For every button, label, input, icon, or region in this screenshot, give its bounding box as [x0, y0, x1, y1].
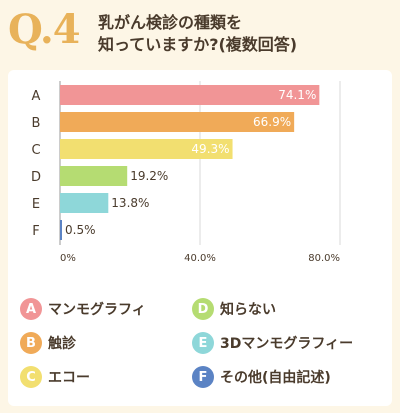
category-label-e: E — [32, 197, 40, 212]
legend-item-b: B 触診 — [20, 330, 76, 356]
chart-panel: A 74.1% B 66.9% C 49.3% D 19.2% E 13.8% F 0.5% 0% 40.… — [8, 70, 392, 406]
bar-e — [60, 193, 109, 213]
legend-label-c: エコー — [48, 370, 90, 386]
legend-item-f: F その他(自由記述) — [192, 364, 331, 390]
legend-badge-f: F — [192, 366, 214, 388]
question-text: 乳がん検診の種類を 知っていますか?(複数回答) — [98, 12, 394, 56]
value-label-f: 0.5% — [65, 223, 96, 237]
bar-b — [60, 112, 295, 132]
legend-item-d: D 知らない — [192, 296, 276, 322]
legend-badge-a: A — [20, 298, 42, 320]
value-label-e: 13.8% — [111, 196, 149, 210]
value-label-c: 49.3% — [191, 142, 229, 156]
bar-c — [60, 139, 233, 159]
question-number: Q.4 — [8, 6, 81, 53]
bar-a — [60, 85, 320, 105]
legend-badge-e: E — [192, 332, 214, 354]
category-label-b: B — [32, 116, 41, 131]
question-line-2: 知っていますか?(複数回答) — [98, 35, 298, 54]
legend: A マンモグラフィ B 触診 C エコー D 知らない E 3Dマンモグラフィー… — [20, 290, 384, 400]
legend-item-c: C エコー — [20, 364, 90, 390]
legend-label-f: その他(自由記述) — [220, 370, 331, 386]
category-label-c: C — [31, 143, 40, 158]
value-label-d: 19.2% — [130, 169, 168, 183]
value-label-a: 74.1% — [278, 88, 316, 102]
tick-label-1: 40.0% — [184, 253, 216, 264]
legend-label-d: 知らない — [220, 302, 276, 318]
header: Q.4 乳がん検診の種類を 知っていますか?(複数回答) — [0, 0, 400, 62]
legend-label-e: 3Dマンモグラフィー — [220, 336, 354, 352]
category-label-d: D — [31, 170, 41, 185]
category-label-a: A — [32, 89, 41, 104]
legend-item-e: E 3Dマンモグラフィー — [192, 330, 353, 356]
legend-badge-d: D — [192, 298, 214, 320]
tick-label-2: 80.0% — [308, 253, 340, 264]
legend-label-a: マンモグラフィ — [48, 302, 146, 318]
bar-d — [60, 166, 128, 186]
category-label-f: F — [32, 224, 39, 239]
tick-label-0: 0% — [60, 253, 76, 264]
bar-f — [60, 220, 62, 240]
value-label-b: 66.9% — [253, 115, 291, 129]
legend-item-a: A マンモグラフィ — [20, 296, 146, 322]
bar-chart: A 74.1% B 66.9% C 49.3% D 19.2% E 13.8% F 0.5% 0% 40.… — [31, 81, 341, 264]
legend-label-b: 触診 — [48, 336, 76, 352]
question-line-1: 乳がん検診の種類を — [98, 13, 243, 32]
legend-badge-c: C — [20, 366, 42, 388]
legend-badge-b: B — [20, 332, 42, 354]
